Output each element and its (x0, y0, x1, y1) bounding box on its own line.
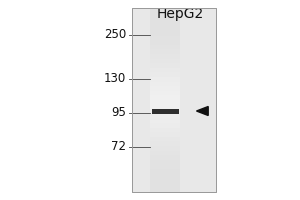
Bar (150, 100, 180, 105)
Bar (150, 114, 180, 118)
Bar (150, 63, 180, 68)
Bar (150, 45, 180, 49)
Bar (150, 105, 180, 109)
Bar (150, 40, 180, 45)
Bar (150, 95, 180, 100)
Bar (150, 59, 180, 63)
Bar (132, 8, 216, 192)
Bar (150, 82, 180, 86)
Bar (150, 164, 180, 169)
Bar (150, 91, 180, 95)
Bar (150, 77, 180, 82)
Bar (150, 8, 180, 13)
Bar (150, 17, 180, 22)
Bar (150, 26, 180, 31)
Bar (150, 36, 180, 40)
Bar (150, 49, 180, 54)
Bar (150, 137, 180, 141)
Bar (150, 183, 180, 187)
Bar (150, 187, 180, 192)
Text: HepG2: HepG2 (156, 7, 204, 21)
Bar (150, 54, 180, 59)
Bar (150, 109, 180, 114)
Bar (150, 68, 180, 72)
Bar (150, 141, 180, 146)
Bar (150, 151, 180, 155)
Bar (150, 132, 180, 137)
Text: 95: 95 (111, 106, 126, 119)
Text: 130: 130 (104, 72, 126, 86)
Bar (150, 123, 180, 128)
Bar (150, 86, 180, 91)
Text: 72: 72 (111, 140, 126, 154)
Bar (150, 155, 180, 160)
Bar (150, 169, 180, 174)
Bar (150, 146, 180, 151)
Polygon shape (196, 107, 208, 116)
Bar (150, 13, 180, 17)
Bar (150, 118, 180, 123)
Bar (150, 178, 180, 183)
Bar (150, 174, 180, 178)
Text: 250: 250 (104, 28, 126, 42)
Bar (150, 128, 180, 132)
Bar (152, 108, 178, 114)
Bar (132, 8, 216, 192)
Bar (150, 72, 180, 77)
Bar (150, 160, 180, 164)
Bar (150, 31, 180, 36)
Bar (150, 22, 180, 26)
